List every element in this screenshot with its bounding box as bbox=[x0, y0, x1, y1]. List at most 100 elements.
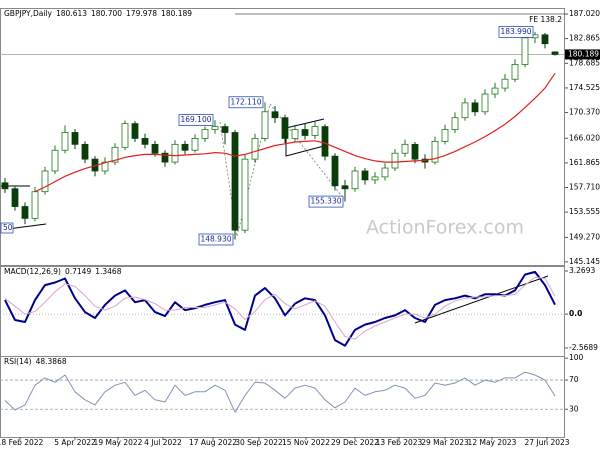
candle-body bbox=[401, 143, 409, 154]
price-tag-bg bbox=[565, 49, 600, 60]
candle-body bbox=[511, 64, 519, 80]
candle-body bbox=[141, 138, 149, 145]
y-tick-label: 174.525 bbox=[569, 83, 600, 92]
candle-body bbox=[521, 37, 529, 65]
candle-body bbox=[311, 126, 319, 136]
candle-body bbox=[61, 132, 69, 151]
candle-body bbox=[41, 170, 49, 193]
panel-frame bbox=[0, 356, 565, 438]
line bbox=[4, 276, 556, 340]
candle-body bbox=[451, 117, 459, 130]
candle-body bbox=[171, 143, 179, 163]
candle-body bbox=[341, 185, 349, 190]
y-tick-label: 100 bbox=[569, 353, 584, 362]
edge-label: 50 bbox=[3, 223, 13, 232]
candle-body bbox=[491, 87, 499, 95]
y-tick-label: 182.865 bbox=[569, 34, 600, 43]
candle-body bbox=[11, 188, 19, 207]
annotation-box bbox=[178, 114, 214, 126]
x-tick-label: 15 Nov 2022 bbox=[282, 438, 330, 447]
y-tick-label: 149.270 bbox=[569, 232, 600, 241]
y-tick-label: 187.020 bbox=[569, 9, 600, 18]
candle-body bbox=[21, 206, 29, 219]
title-part: GBPJPY,Daily bbox=[4, 9, 53, 18]
candle-body bbox=[331, 155, 339, 187]
candle-body bbox=[371, 176, 379, 181]
candle-body bbox=[261, 111, 269, 139]
candle-body bbox=[211, 126, 219, 130]
annotation-label: 169.100 bbox=[180, 115, 211, 124]
candle-body bbox=[221, 126, 229, 133]
edge-box bbox=[0, 222, 14, 234]
watermark: ActionForex.com bbox=[366, 217, 524, 239]
fe-label: FE 138.2 bbox=[529, 15, 562, 24]
candle-body bbox=[381, 167, 389, 178]
candle-body bbox=[471, 102, 479, 113]
candle-body bbox=[281, 117, 289, 139]
annotation-box bbox=[308, 195, 344, 208]
candle-body bbox=[441, 129, 449, 142]
candle-body bbox=[251, 138, 259, 160]
title-part: MACD(12,26,9) bbox=[4, 267, 61, 276]
candle-body bbox=[551, 51, 559, 55]
candle-body bbox=[271, 111, 279, 119]
title-part: 180.700 bbox=[91, 9, 122, 18]
panel-title: RSI(14) 48.3868 bbox=[4, 357, 67, 366]
candle-body bbox=[351, 170, 359, 190]
candle-body bbox=[321, 126, 329, 157]
candle-body bbox=[461, 102, 469, 119]
y-tick-label: 0.0 bbox=[569, 309, 582, 318]
line bbox=[4, 270, 556, 347]
x-tick-label: 19 May 2022 bbox=[94, 438, 143, 447]
y-tick-label: 3.2693 bbox=[569, 266, 595, 275]
line bbox=[4, 371, 556, 413]
candle-body bbox=[361, 170, 369, 181]
panel-title: MACD(12,26,9) 0.7149 1.3468 bbox=[4, 267, 122, 276]
annotation-box bbox=[498, 26, 534, 38]
y-tick-label: 153.555 bbox=[569, 207, 600, 216]
annotation-box bbox=[228, 96, 264, 109]
candle-body bbox=[431, 140, 439, 163]
candle-body bbox=[181, 143, 189, 151]
x-tick-label: 4 Jul 2022 bbox=[144, 438, 182, 447]
y-tick-label: 161.865 bbox=[569, 158, 600, 167]
title-part: 1.3468 bbox=[95, 267, 121, 276]
candle-body bbox=[411, 143, 419, 160]
title-part: 180.613 bbox=[56, 9, 87, 18]
candle-body bbox=[131, 123, 139, 139]
annotation-box bbox=[198, 233, 234, 246]
y-tick-label: 30 bbox=[569, 404, 579, 413]
title-part: 180.189 bbox=[161, 9, 192, 18]
title-part: 179.978 bbox=[126, 9, 157, 18]
x-tick-label: 13 Feb 2023 bbox=[376, 438, 423, 447]
title-part: 0.7149 bbox=[65, 267, 91, 276]
candle-body bbox=[151, 143, 159, 154]
candle-body bbox=[301, 129, 309, 136]
candle-body bbox=[541, 34, 549, 45]
y-tick-label: 166.020 bbox=[569, 133, 600, 142]
candle-body bbox=[31, 191, 39, 219]
annotation-label: 155.330 bbox=[310, 197, 341, 206]
y-tick-label: -2.5689 bbox=[569, 343, 598, 352]
candle-body bbox=[111, 146, 119, 163]
candle-body bbox=[201, 129, 209, 139]
candle-body bbox=[71, 132, 79, 145]
candle-body bbox=[161, 152, 169, 163]
x-tick-label: 29 Mar 2023 bbox=[421, 438, 469, 447]
x-tick-label: 18 Feb 2022 bbox=[0, 438, 44, 447]
title-part: 48.3868 bbox=[36, 357, 67, 366]
x-tick-label: 12 May 2023 bbox=[468, 438, 517, 447]
line bbox=[34, 72, 556, 193]
x-tick-label: 30 Sep 2022 bbox=[235, 438, 283, 447]
candle-body bbox=[51, 149, 59, 172]
title-part: RSI(14) bbox=[4, 357, 32, 366]
x-tick-label: 27 Jun 2023 bbox=[524, 438, 569, 447]
annotation-label: 183.990 bbox=[500, 27, 531, 36]
candle-body bbox=[1, 182, 9, 190]
x-tick-label: 5 Apr 2022 bbox=[54, 438, 96, 447]
panel-title: GBPJPY,Daily 180.613 180.700 179.978 180.189 bbox=[4, 9, 192, 18]
price-tag: 180.189 bbox=[568, 49, 599, 58]
x-tick-label: 17 Aug 2022 bbox=[189, 438, 237, 447]
